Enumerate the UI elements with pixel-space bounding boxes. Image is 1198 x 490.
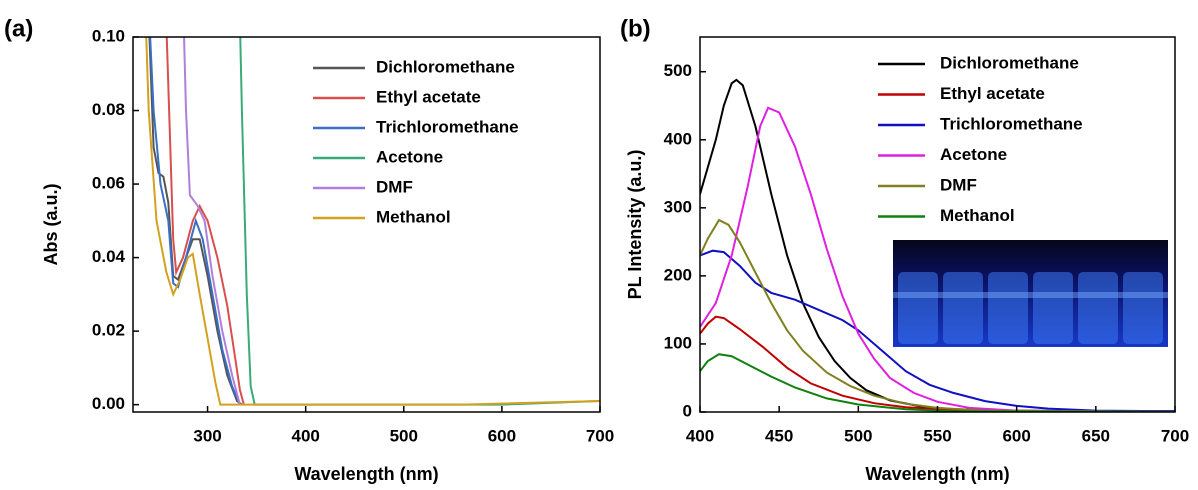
legend-label: Trichloromethane (376, 117, 519, 136)
x-tick-label: 400 (686, 426, 714, 445)
y-tick-label: 200 (664, 265, 692, 284)
x-tick-label: 650 (1082, 426, 1110, 445)
y-tick-label: 400 (664, 129, 692, 148)
plot-area (145, 37, 600, 406)
x-tick-label: 600 (488, 426, 516, 445)
data-line (700, 315, 1175, 412)
x-tick-label: 550 (923, 426, 951, 445)
y-tick-label: 500 (664, 61, 692, 80)
y-tick-label: 0.10 (92, 26, 125, 45)
x-tick-label: 700 (586, 426, 614, 445)
legend-label: Methanol (376, 207, 451, 226)
inset-photo (893, 240, 1168, 347)
y-tick-label: 0.00 (92, 394, 125, 413)
y-tick-label: 300 (664, 197, 692, 216)
x-axis-label: Wavelength (nm) (865, 464, 1009, 484)
plot-area (700, 78, 1175, 412)
legend-label: DMF (376, 177, 413, 196)
y-tick-label: 0.02 (92, 321, 125, 340)
x-tick-label: 500 (390, 426, 418, 445)
legend-label: Dichloromethane (940, 53, 1079, 72)
data-line (165, 37, 245, 405)
x-tick-label: 700 (1161, 426, 1189, 445)
x-axis-label: Wavelength (nm) (294, 464, 438, 484)
legend-label: Methanol (940, 206, 1015, 225)
legend-label: DMF (940, 175, 977, 194)
y-tick-label: 0.06 (92, 174, 125, 193)
legend-label: Ethyl acetate (940, 84, 1045, 103)
panel-label: (a) (4, 15, 33, 42)
panel-label: (b) (620, 15, 651, 42)
y-tick-label: 100 (664, 333, 692, 352)
x-tick-label: 400 (291, 426, 319, 445)
legend-label: Ethyl acetate (376, 87, 481, 106)
legend-label: Dichloromethane (376, 57, 515, 76)
data-line (149, 37, 241, 405)
data-line (239, 37, 600, 406)
x-tick-label: 500 (844, 426, 872, 445)
legend-label: Acetone (940, 145, 1007, 164)
legend-label: Acetone (376, 147, 443, 166)
data-line (700, 106, 1175, 412)
legend-label: Trichloromethane (940, 114, 1083, 133)
x-tick-label: 450 (765, 426, 793, 445)
y-axis-label: PL Intensity (a.u.) (625, 150, 645, 300)
x-tick-label: 300 (193, 426, 221, 445)
y-tick-label: 0.08 (92, 100, 125, 119)
x-tick-label: 600 (1002, 426, 1030, 445)
y-axis-label: Abs (a.u.) (41, 183, 61, 265)
axes-frame (132, 36, 601, 413)
data-line (700, 249, 1175, 412)
data-line (700, 353, 1175, 412)
y-tick-label: 0.04 (92, 247, 126, 266)
data-line (700, 218, 1175, 412)
axes-frame (699, 36, 1176, 413)
y-tick-label: 0 (683, 401, 692, 420)
data-line (145, 37, 600, 406)
data-line (183, 37, 241, 405)
